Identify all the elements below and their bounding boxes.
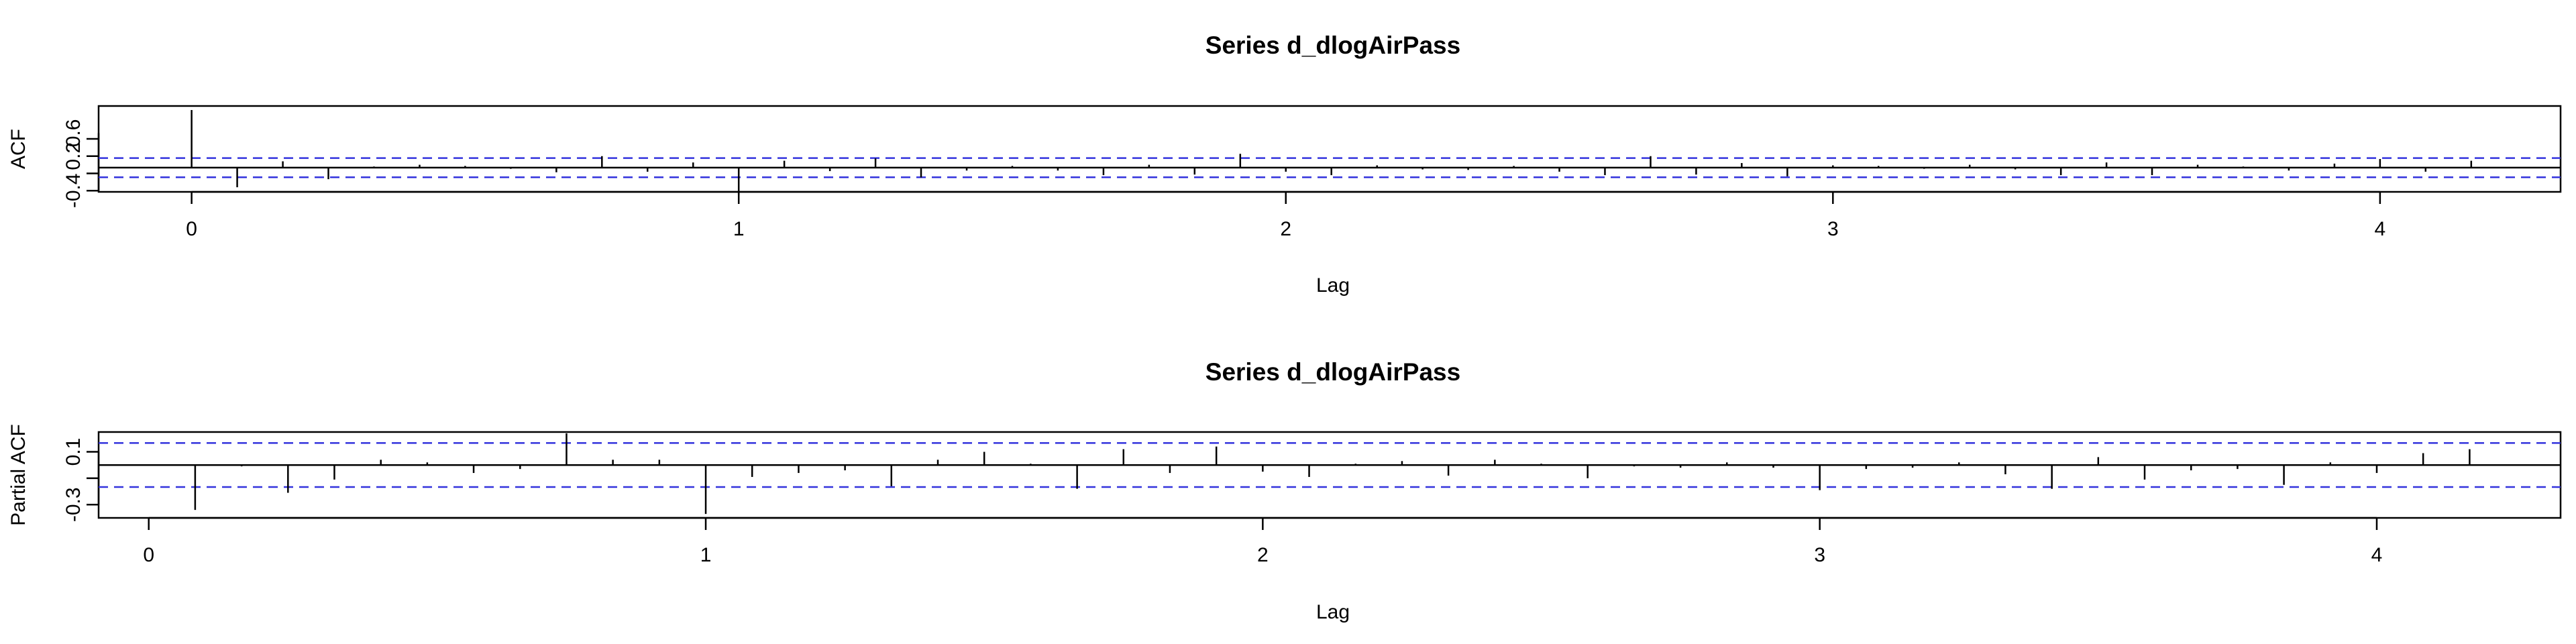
acf-y-axis: -0.4 0.20.6 (62, 119, 100, 208)
acf-x-tick-label-0: 0 (186, 218, 197, 240)
acf-x-tick-label-1: 1 (733, 218, 745, 240)
pacf-panel: Series d_dlogAirPass 0 1 2 3 4 -0.3 0.1 Lag P… (7, 358, 2562, 623)
acf-x-tick-label-2: 2 (1280, 218, 1291, 240)
acf-panel: Series d_dlogAirPass 0 1 2 3 4 -0.4 0.20.6 La… (7, 32, 2562, 297)
acf-chart-title: Series d_dlogAirPass (1205, 32, 1460, 59)
pacf-x-axis: 0 1 2 3 4 (143, 517, 2383, 566)
pacf-y-axis: -0.3 0.1 (62, 438, 100, 522)
acf-x-tick-label-4: 4 (2375, 218, 2386, 240)
acf-x-axis: 0 1 2 3 4 (186, 191, 2386, 240)
pacf-x-tick-label-1: 1 (700, 544, 712, 566)
acf-y-tick-label-0: -0.4 (62, 173, 85, 208)
pacf-x-tick-label-2: 2 (1257, 544, 1269, 566)
pacf-y-axis-label: Partial ACF (7, 424, 30, 526)
pacf-x-tick-label-0: 0 (143, 544, 154, 566)
pacf-confidence-bounds (99, 442, 2561, 488)
pacf-x-tick-label-4: 4 (2371, 544, 2383, 566)
pacf-chart-title: Series d_dlogAirPass (1205, 358, 1460, 386)
acf-x-tick-label-3: 3 (1827, 218, 1839, 240)
pacf-y-tick-label-0: -0.3 (62, 487, 85, 522)
pacf-bars (194, 433, 2471, 515)
pacf-x-axis-label: Lag (1316, 601, 1350, 623)
acf-x-axis-label: Lag (1316, 274, 1350, 297)
pacf-y-tick-label-1: 0.1 (62, 438, 85, 466)
acf-y-tick-label-2: 0.6 (62, 119, 85, 148)
acf-y-tick-label-1: 0.2 (62, 142, 85, 170)
acf-y-axis-label: ACF (7, 129, 30, 169)
acf-confidence-bounds (99, 157, 2561, 178)
pacf-x-tick-label-3: 3 (1814, 544, 1825, 566)
